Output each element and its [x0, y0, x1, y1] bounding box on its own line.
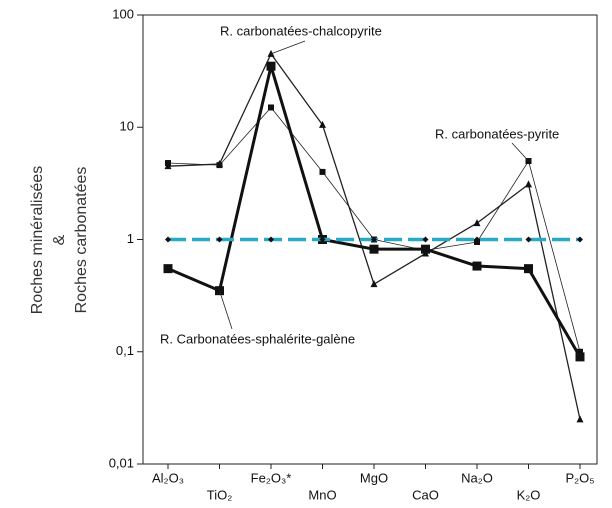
marker — [575, 352, 585, 362]
marker — [267, 49, 275, 57]
x-tick-label: K₂O — [517, 487, 541, 502]
x-tick-label: TiO₂ — [207, 487, 233, 502]
leader-line — [270, 40, 306, 55]
marker — [422, 236, 429, 243]
x-tick-label: CaO — [412, 487, 439, 502]
marker — [268, 104, 274, 111]
y-axis-label: Roches carbonatées — [73, 167, 90, 314]
leader-line — [511, 142, 529, 162]
marker — [266, 61, 276, 71]
y-tick-label: 0,1 — [116, 343, 134, 358]
leader-line — [219, 290, 233, 330]
marker — [472, 261, 482, 271]
series-label: R. carbonatées-pyrite — [435, 126, 559, 141]
marker — [165, 236, 171, 243]
marker — [371, 236, 377, 243]
marker — [370, 280, 378, 288]
marker — [369, 244, 379, 254]
marker — [473, 219, 481, 227]
x-tick-label: Fe₂O₃* — [251, 470, 292, 485]
marker — [577, 236, 583, 243]
y-axis-label: Roches minéralisées — [29, 166, 46, 315]
marker — [525, 236, 532, 243]
marker — [216, 236, 223, 243]
x-tick-label: P₂O₅ — [565, 470, 594, 485]
x-tick-label: Al₂O₃ — [152, 470, 184, 485]
plot-frame — [142, 14, 598, 465]
series-label: R. carbonatées-chalcopyrite — [220, 23, 382, 38]
marker — [525, 180, 532, 188]
series-line — [167, 107, 581, 352]
y-tick-label: 0,01 — [109, 455, 134, 470]
marker — [474, 236, 480, 243]
x-tick-label: MnO — [308, 487, 336, 502]
y-tick-label: 100 — [112, 6, 134, 21]
y-tick-label: 10 — [120, 119, 134, 134]
marker — [163, 264, 173, 274]
series-label: R. Carbonatées-sphalérite-galène — [160, 331, 355, 346]
series-line — [167, 64, 582, 358]
marker — [319, 120, 326, 128]
marker — [576, 415, 584, 423]
marker — [577, 348, 583, 355]
marker — [319, 168, 326, 175]
marker — [216, 162, 223, 169]
y-tick-label: 1 — [127, 231, 134, 246]
marker — [165, 160, 171, 167]
marker — [421, 244, 430, 254]
x-tick-label: MgO — [360, 470, 388, 485]
y-axis-label: & — [51, 234, 68, 245]
marker — [319, 236, 326, 243]
x-tick-label: Na₂O — [461, 470, 493, 485]
marker — [268, 236, 274, 243]
marker — [524, 264, 533, 274]
